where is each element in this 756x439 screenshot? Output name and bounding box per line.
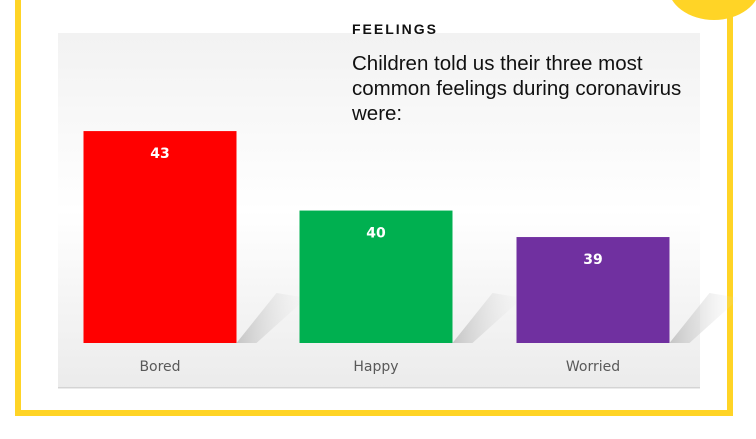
chart-baseline (58, 387, 700, 388)
bar-shadow (669, 293, 740, 343)
data-label: 43 (150, 146, 169, 162)
bar-shadow (452, 293, 523, 343)
bar-happy (299, 210, 453, 343)
data-label: 40 (366, 226, 386, 242)
bar-worried (516, 237, 670, 343)
chart-subtitle: Children told us their three most common… (352, 52, 682, 125)
bar-bored (83, 131, 237, 343)
bar-shadow (236, 293, 307, 343)
category-label: Happy (353, 359, 398, 375)
section-heading: FEELINGS (352, 21, 439, 37)
data-label: 39 (583, 252, 602, 268)
corner-decoration (668, 0, 756, 20)
category-label: Bored (139, 359, 180, 375)
category-label: Worried (566, 359, 620, 375)
